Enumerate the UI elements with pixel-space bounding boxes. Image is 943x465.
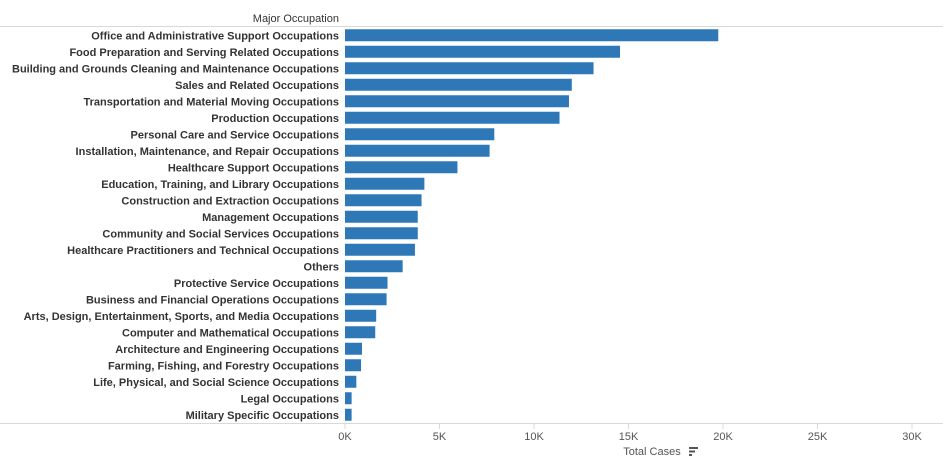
category-label: Sales and Related Occupations bbox=[175, 80, 339, 92]
x-tick-label: 0K bbox=[338, 431, 352, 443]
bar[interactable] bbox=[345, 293, 387, 306]
category-label: Community and Social Services Occupation… bbox=[102, 228, 339, 240]
x-tick-label: 5K bbox=[433, 431, 447, 443]
bar[interactable] bbox=[345, 408, 352, 421]
bar[interactable] bbox=[345, 210, 418, 223]
x-tick-label: 10K bbox=[524, 431, 544, 443]
category-label: Production Occupations bbox=[211, 113, 339, 125]
bar[interactable] bbox=[345, 392, 352, 405]
category-label: Arts, Design, Entertainment, Sports, and… bbox=[24, 311, 339, 323]
category-label: Healthcare Support Occupations bbox=[168, 162, 339, 174]
category-label: Protective Service Occupations bbox=[174, 278, 339, 290]
x-tick-label: 30K bbox=[902, 431, 922, 443]
category-label: Office and Administrative Support Occupa… bbox=[91, 30, 339, 42]
category-label: Farming, Fishing, and Forestry Occupatio… bbox=[108, 360, 339, 372]
category-label: Life, Physical, and Social Science Occup… bbox=[93, 377, 339, 389]
bar[interactable] bbox=[345, 359, 362, 372]
category-label: Personal Care and Service Occupations bbox=[131, 129, 339, 141]
bars-group bbox=[345, 29, 719, 421]
bar[interactable] bbox=[345, 144, 490, 157]
x-tick-label: 25K bbox=[808, 431, 828, 443]
category-labels-group: Office and Administrative Support Occupa… bbox=[12, 30, 339, 422]
category-label: Installation, Maintenance, and Repair Oc… bbox=[76, 146, 339, 158]
bar[interactable] bbox=[345, 78, 572, 91]
bar[interactable] bbox=[345, 95, 569, 108]
bar[interactable] bbox=[345, 161, 458, 174]
bar[interactable] bbox=[345, 177, 425, 190]
bar[interactable] bbox=[345, 29, 719, 42]
bar[interactable] bbox=[345, 342, 363, 355]
bar[interactable] bbox=[345, 62, 594, 75]
bar[interactable] bbox=[345, 326, 376, 339]
bar[interactable] bbox=[345, 260, 403, 273]
category-label: Architecture and Engineering Occupations bbox=[115, 344, 339, 356]
category-label: Military Specific Occupations bbox=[186, 410, 339, 422]
bar[interactable] bbox=[345, 309, 377, 322]
category-label: Construction and Extraction Occupations bbox=[121, 195, 339, 207]
category-label: Transportation and Material Moving Occup… bbox=[84, 96, 339, 108]
category-label: Management Occupations bbox=[202, 212, 339, 224]
category-label: Building and Grounds Cleaning and Mainte… bbox=[12, 63, 339, 75]
category-label: Others bbox=[304, 261, 339, 273]
sort-descending-icon[interactable] bbox=[689, 447, 698, 456]
x-tick-label: 20K bbox=[713, 431, 733, 443]
bar[interactable] bbox=[345, 128, 495, 141]
category-label: Computer and Mathematical Occupations bbox=[122, 327, 339, 339]
category-label: Business and Financial Operations Occupa… bbox=[86, 294, 339, 306]
bar[interactable] bbox=[345, 45, 620, 58]
bar[interactable] bbox=[345, 243, 415, 256]
category-label: Education, Training, and Library Occupat… bbox=[101, 179, 339, 191]
bar[interactable] bbox=[345, 194, 422, 207]
x-axis-title[interactable]: Total Cases bbox=[623, 446, 681, 458]
row-header-label: Major Occupation bbox=[253, 13, 339, 25]
bar[interactable] bbox=[345, 111, 560, 124]
bar[interactable] bbox=[345, 227, 418, 240]
x-axis-ticks: 0K 5K 10K 15K 20K 25K 30K bbox=[338, 424, 922, 443]
category-label: Healthcare Practitioners and Technical O… bbox=[67, 245, 339, 257]
x-tick-label: 15K bbox=[619, 431, 639, 443]
category-label: Food Preparation and Serving Related Occ… bbox=[69, 47, 339, 59]
bar[interactable] bbox=[345, 375, 357, 388]
bar[interactable] bbox=[345, 276, 388, 289]
category-label: Legal Occupations bbox=[241, 393, 339, 405]
